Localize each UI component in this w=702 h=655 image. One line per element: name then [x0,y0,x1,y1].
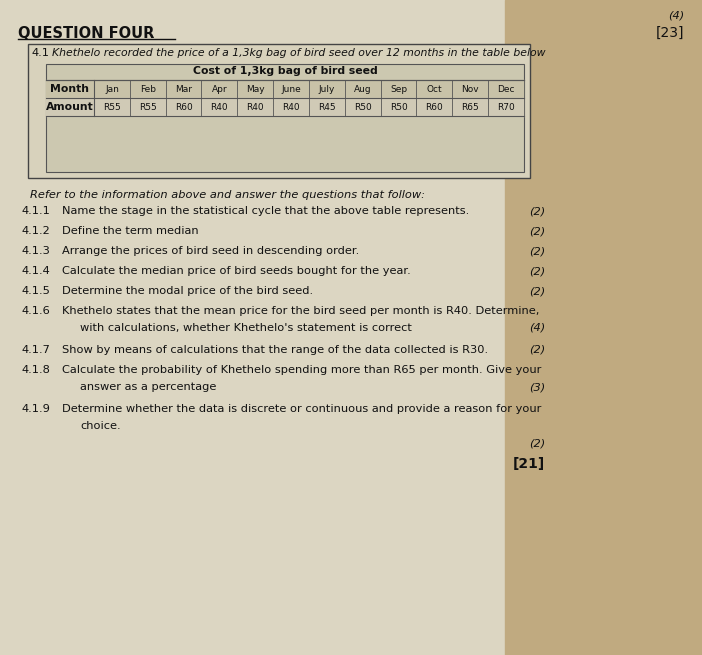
Text: [23]: [23] [656,26,684,40]
Text: Name the stage in the statistical cycle that the above table represents.: Name the stage in the statistical cycle … [62,206,469,216]
Text: 4.1.5: 4.1.5 [22,286,51,296]
Text: (2): (2) [529,226,545,236]
Text: Determine the modal price of the bird seed.: Determine the modal price of the bird se… [62,286,313,296]
Text: Khethelo recorded the price of a 1,3kg bag of bird seed over 12 months in the ta: Khethelo recorded the price of a 1,3kg b… [52,48,545,58]
Text: R65: R65 [461,102,479,111]
Text: R40: R40 [246,102,264,111]
Bar [46,64,524,172]
Text: (2): (2) [529,206,545,216]
Text: Jan: Jan [105,84,119,94]
Text: May: May [246,84,265,94]
Text: R40: R40 [282,102,300,111]
Text: R55: R55 [139,102,157,111]
Text: 4.1.1: 4.1.1 [22,206,51,216]
Bar [0,0,505,655]
Text: June: June [282,84,301,94]
Text: Oct: Oct [427,84,442,94]
Text: Dec: Dec [497,84,515,94]
Text: Calculate the probability of Khethelo spending more than R65 per month. Give you: Calculate the probability of Khethelo sp… [62,365,541,375]
Text: Month: Month [51,84,89,94]
Text: with calculations, whether Khethelo's statement is correct: with calculations, whether Khethelo's st… [80,323,412,333]
Text: Define the term median: Define the term median [62,226,199,236]
Text: 4.1.7: 4.1.7 [22,345,51,355]
Text: R50: R50 [354,102,371,111]
Text: Refer to the information above and answer the questions that follow:: Refer to the information above and answe… [30,190,425,200]
Text: QUESTION FOUR: QUESTION FOUR [18,26,154,41]
Text: Show by means of calculations that the range of the data collected is R30.: Show by means of calculations that the r… [62,345,488,355]
Text: (4): (4) [668,10,684,20]
Text: Sep: Sep [390,84,407,94]
Text: R55: R55 [103,102,121,111]
Text: Determine whether the data is discrete or continuous and provide a reason for yo: Determine whether the data is discrete o… [62,404,541,414]
Text: R40: R40 [211,102,228,111]
Bar [46,80,524,98]
Text: R50: R50 [390,102,407,111]
Text: Nov: Nov [461,84,479,94]
Text: Mar: Mar [175,84,192,94]
Text: 4.1.8: 4.1.8 [22,365,51,375]
Text: R70: R70 [497,102,515,111]
Text: 4.1.3: 4.1.3 [22,246,51,256]
Text: answer as a percentage: answer as a percentage [80,382,216,392]
Text: choice.: choice. [80,421,121,431]
Text: 4.1.4: 4.1.4 [22,266,51,276]
Text: (2): (2) [529,345,545,355]
Text: (2): (2) [529,266,545,276]
Text: 4.1: 4.1 [32,48,50,58]
Text: Apr: Apr [211,84,227,94]
Text: (2): (2) [529,438,545,448]
Text: Cost of 1,3kg bag of bird seed: Cost of 1,3kg bag of bird seed [192,66,378,76]
Bar [28,44,530,178]
Text: (3): (3) [529,382,545,392]
Text: Calculate the median price of bird seeds bought for the year.: Calculate the median price of bird seeds… [62,266,411,276]
Text: Arrange the prices of bird seed in descending order.: Arrange the prices of bird seed in desce… [62,246,359,256]
Text: (2): (2) [529,286,545,296]
Text: 4.1.2: 4.1.2 [22,226,51,236]
Text: Feb: Feb [140,84,156,94]
Bar [46,98,524,116]
Text: (4): (4) [529,323,545,333]
Bar [505,0,702,655]
Text: [21]: [21] [512,457,545,471]
Text: 4.1.6: 4.1.6 [22,306,51,316]
Text: 4.1.9: 4.1.9 [22,404,51,414]
Text: (2): (2) [529,246,545,256]
Text: R45: R45 [318,102,336,111]
Text: R60: R60 [425,102,443,111]
Text: Khethelo states that the mean price for the bird seed per month is R40. Determin: Khethelo states that the mean price for … [62,306,539,316]
Text: July: July [319,84,335,94]
Text: Amount: Amount [46,102,94,112]
Text: R60: R60 [175,102,192,111]
Text: Aug: Aug [354,84,371,94]
